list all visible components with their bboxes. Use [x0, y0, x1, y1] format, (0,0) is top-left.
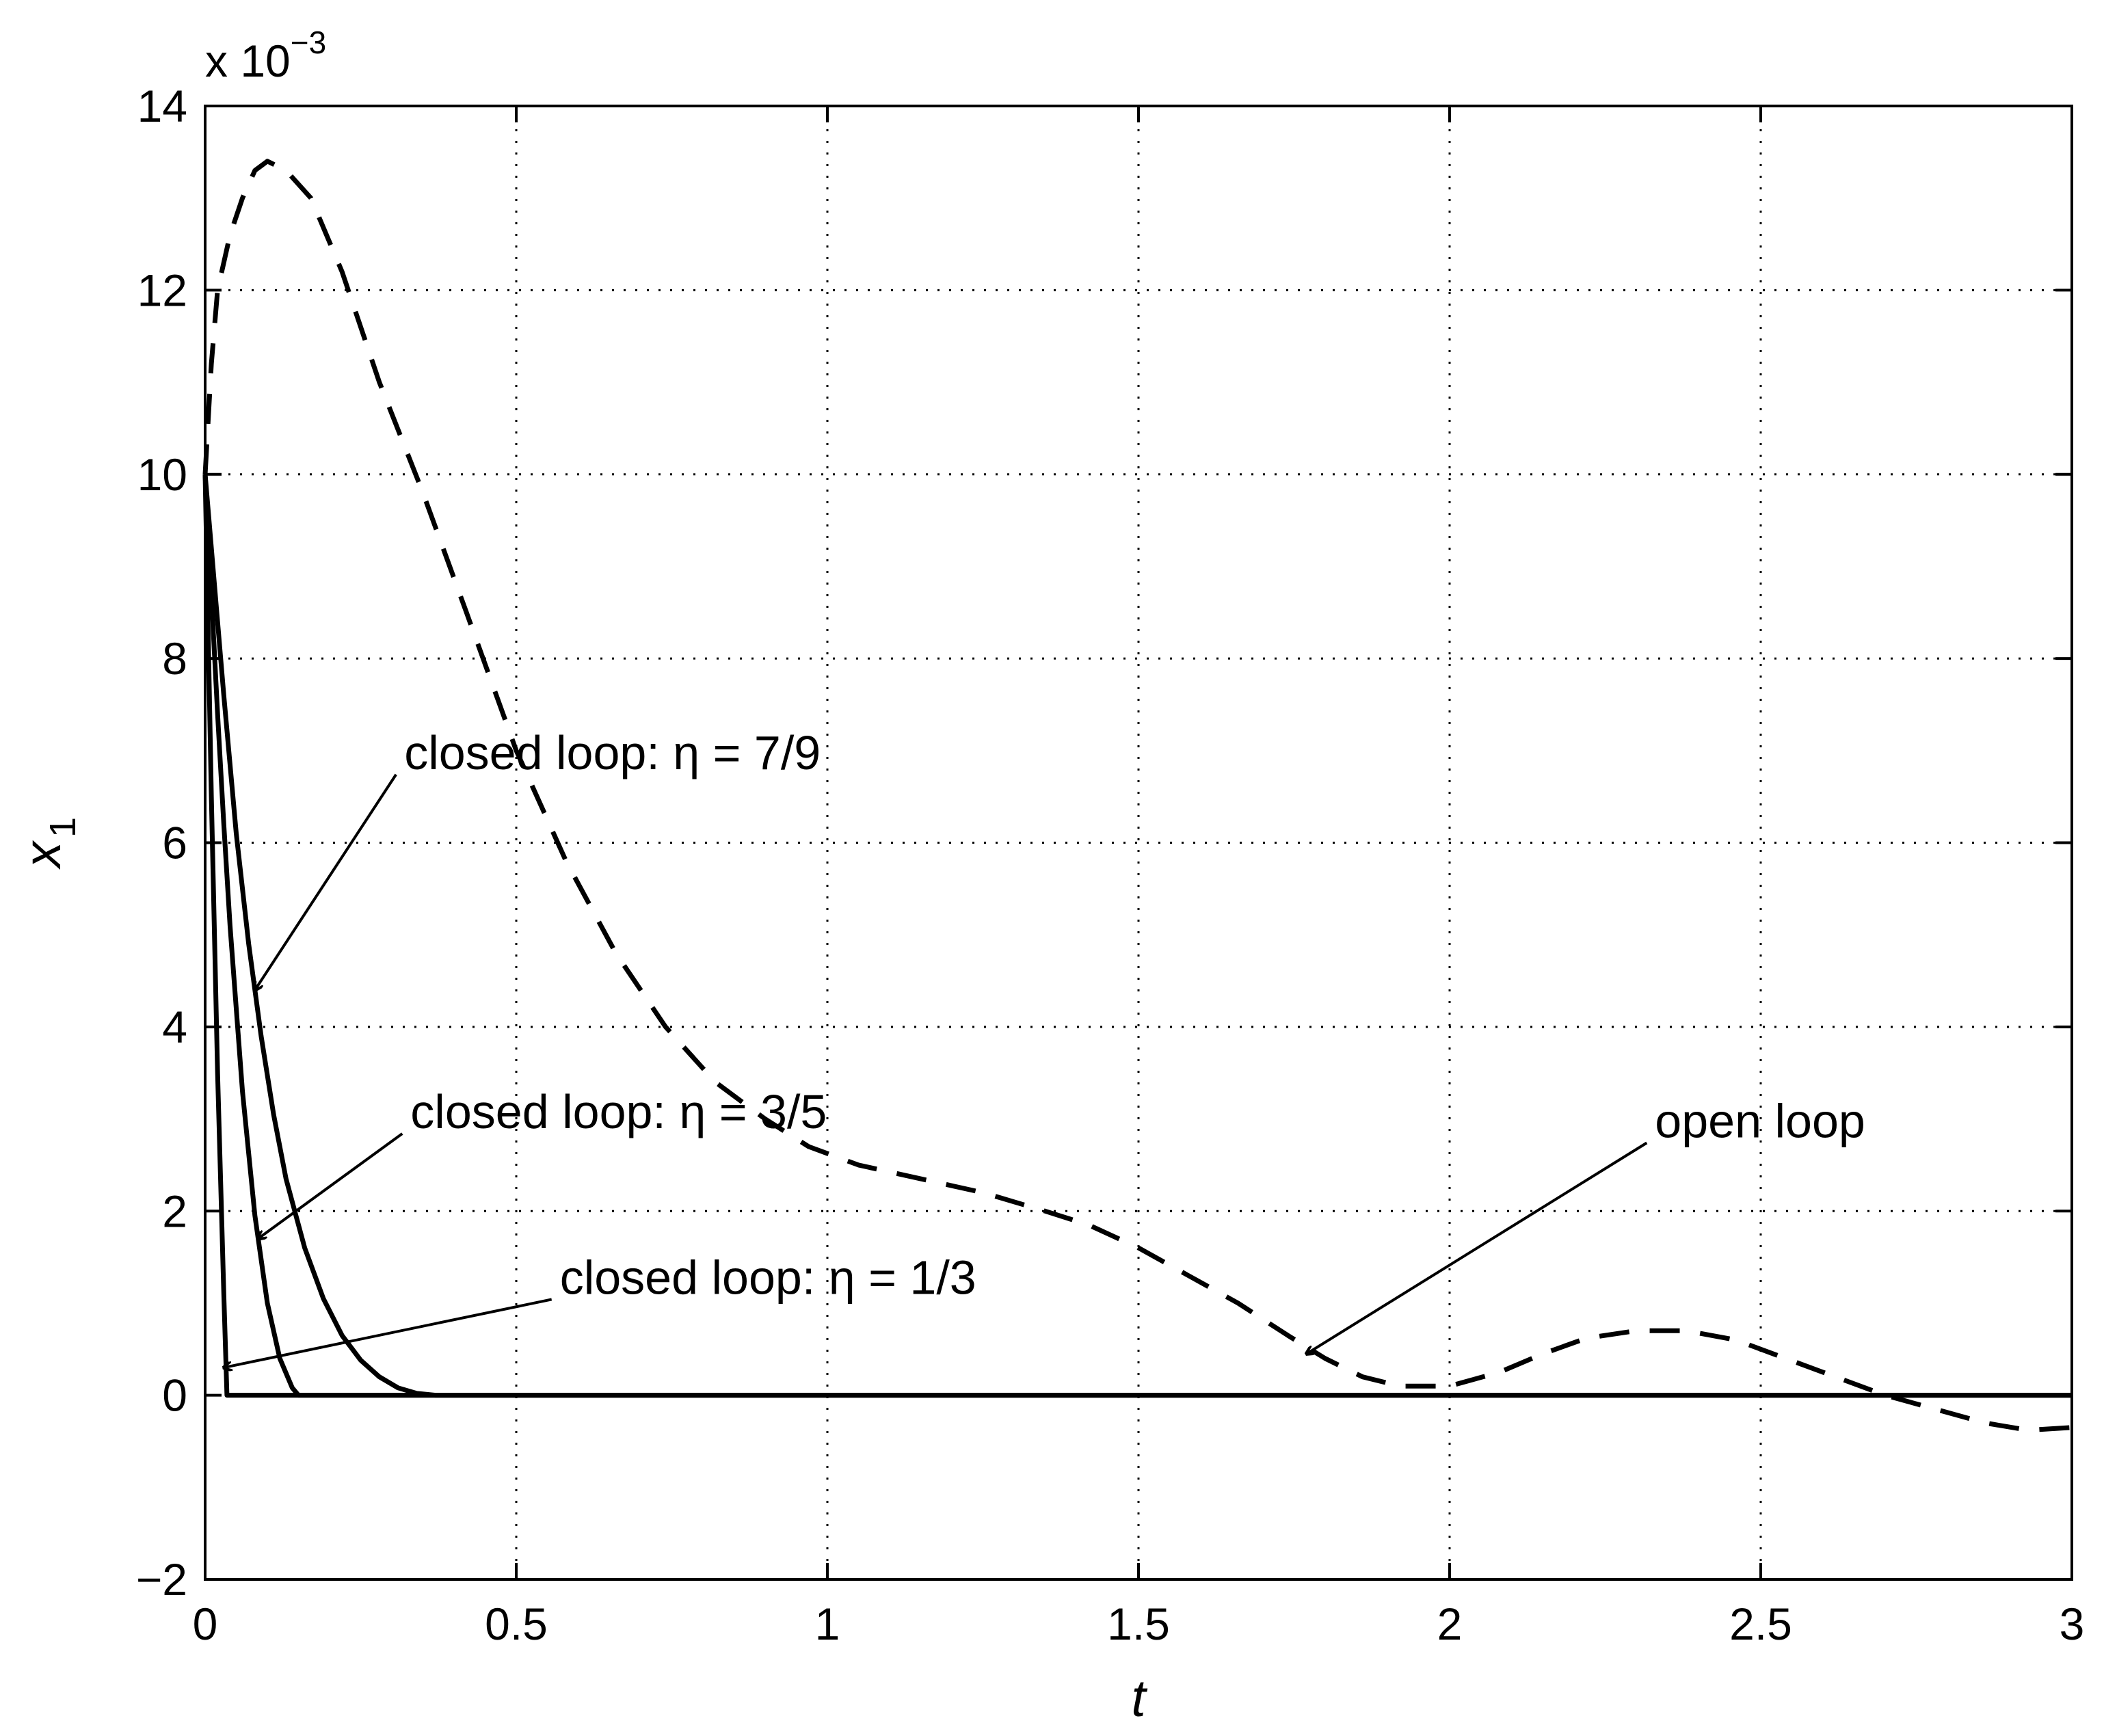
grid — [205, 106, 2072, 1579]
y-multiplier: x 10−3 — [205, 25, 326, 86]
y-tick-label: 14 — [137, 81, 187, 131]
y-tick-label: 6 — [162, 818, 187, 868]
x-tick-label: 3 — [2060, 1599, 2085, 1649]
series-layer — [202, 159, 2073, 1433]
x-tick-label: 0 — [193, 1599, 218, 1649]
x-tick-label: 2 — [1437, 1599, 1463, 1649]
y-tick-label: 0 — [162, 1370, 187, 1421]
y-tick-label: −2 — [136, 1554, 187, 1605]
annotation-arrow-0 — [255, 773, 397, 990]
annotation-label-0: closed loop: η = 7/9 — [404, 726, 821, 779]
annotation-arrow-1 — [258, 1132, 403, 1239]
x-tick-label: 2.5 — [1729, 1599, 1792, 1649]
y-tick-label: 2 — [162, 1186, 187, 1236]
annotation-label-1: closed loop: η = 3/5 — [410, 1085, 827, 1138]
series-line-2 — [202, 474, 2072, 1398]
x-tick-label: 1 — [815, 1599, 840, 1649]
series-line-0 — [202, 159, 2073, 1433]
annotation-arrow-2 — [224, 1298, 552, 1367]
y-tick-label: 4 — [162, 1002, 187, 1052]
series-line-3 — [202, 474, 2072, 1398]
y-axis-title: x1 — [14, 817, 83, 870]
x-axis-title: t — [1131, 1670, 1147, 1728]
annotations: closed loop: η = 7/9 closed loop: η = 3/5… — [224, 726, 1865, 1367]
series-line-1 — [202, 474, 2072, 1398]
x-tick-label: 0.5 — [485, 1599, 548, 1649]
annotation-label-2: closed loop: η = 1/3 — [560, 1251, 976, 1304]
annotation-label-3: open loop — [1655, 1095, 1865, 1148]
annotation-arrow-3 — [1307, 1141, 1648, 1354]
y-tick-label: 10 — [137, 449, 187, 500]
y-tick-label: 12 — [137, 265, 187, 315]
y-tick-label: 8 — [162, 633, 187, 684]
x-tick-label: 1.5 — [1107, 1599, 1170, 1649]
svg-text:x1: x1 — [14, 817, 83, 870]
